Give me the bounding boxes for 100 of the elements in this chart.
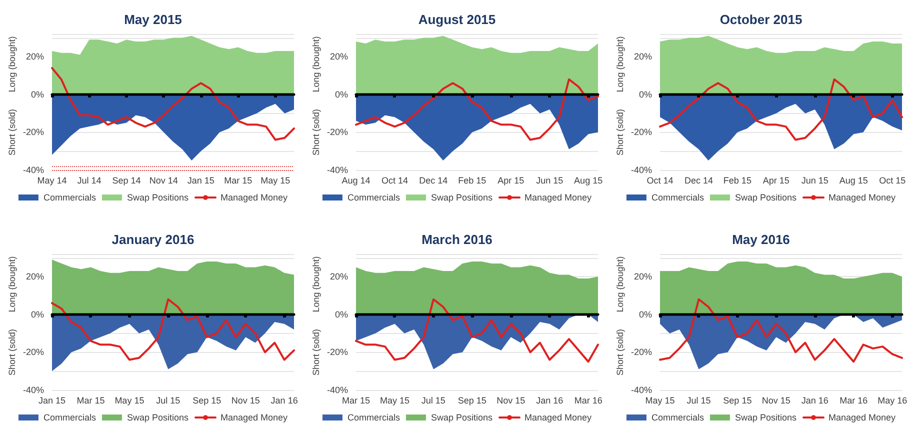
y-tick-label: -40% [22,385,44,395]
x-tick-label: Sep 15 [723,396,752,406]
chart-title: October 2015 [720,12,802,27]
y-axis-title: Long (bought) [7,36,17,92]
line-series [659,78,903,141]
text: Short (sold) [311,108,321,156]
y-axis-title: Long (bought) [311,36,321,92]
x-tick-label: May 15 [114,396,144,406]
x-tick-label: Dec 14 [684,176,713,186]
x-tick-label: Jun 15 [536,176,564,186]
legend-label: Swap Positions [734,412,797,422]
x-tick-label: Sep 15 [192,396,222,406]
x-tick-label: Nov 15 [762,396,790,406]
x-tick-label: Mar 15 [342,396,370,406]
y-tick-label: 0% [334,309,348,320]
x-tick-label: Aug 15 [574,176,603,186]
x-tick-label: Oct 14 [646,176,674,186]
x-tick-label: Jan 16 [801,396,828,406]
legend-label: Commercials [651,192,704,202]
x-tick-label: May 15 [645,396,675,406]
x-tick-label: Dec 14 [419,176,448,186]
y-tick-label: 0% [30,309,44,320]
y-tick-label: -20% [630,347,652,358]
y-tick-label: 20% [26,272,44,282]
text: Short (sold) [311,328,321,376]
text: Short (sold) [615,328,625,376]
legend-label: Managed Money [220,412,288,422]
x-tick-label: Jan 16 [536,396,564,406]
x-tick-label: Mar 16 [574,396,602,406]
y-tick-label: -20% [22,127,44,138]
x-tick-label: Jul 15 [686,396,711,406]
text: Short (sold) [615,108,625,156]
line-series [355,78,599,141]
chart-title: August 2015 [418,12,496,27]
y-tick-label: -20% [630,127,652,138]
y-tick-label: -20% [326,347,348,358]
y-tick-label: 20% [634,272,652,282]
legend-label: Swap Positions [734,192,797,202]
legend-label: Managed Money [524,192,592,202]
y-tick-label: -20% [22,347,44,358]
y-tick-label: 20% [634,52,652,62]
x-tick-label: Jul 15 [421,396,446,406]
y-tick-label: 0% [30,89,44,100]
y-tick-label: 0% [334,89,348,100]
legend-label: Swap Positions [430,412,493,422]
legend-label: Managed Money [220,192,288,202]
line-series [51,298,295,361]
line-series [51,67,295,141]
y-tick-label: 20% [330,52,348,62]
x-tick-label: Sep 15 [458,396,486,406]
legend-label: Commercials [43,412,96,422]
chart-title: March 2016 [422,232,492,247]
y-axis-title: Long (bought) [615,36,625,92]
legend-label: Managed Money [828,192,896,202]
x-tick-label: Apr 15 [762,176,790,186]
x-tick-label: Feb 15 [458,176,486,186]
x-tick-label: May 15 [260,176,290,186]
y-axis-title: Long (bought) [615,256,625,312]
legend-label: Swap Positions [126,192,189,202]
x-tick-label: Aug 15 [839,176,868,186]
line-series [355,298,599,363]
legend-label: Swap Positions [430,192,493,202]
y-tick-label: -40% [22,165,44,175]
x-tick-label: Jan 15 [187,176,214,186]
y-tick-label: -40% [630,165,652,175]
legend-label: Commercials [651,412,704,422]
y-axis-title: Long (bought) [7,256,17,312]
y-tick-label: 20% [330,272,348,282]
x-tick-label: Apr 15 [498,176,524,186]
line-series [659,298,903,363]
legend-label: Commercials [43,192,96,202]
x-tick-label: Mar 16 [840,396,868,406]
y-tick-label: -20% [326,127,348,138]
text: Short (sold) [7,108,17,156]
legend-label: Commercials [347,412,400,422]
x-tick-label: Jul 14 [77,176,102,186]
x-tick-label: Sep 14 [112,176,141,186]
x-tick-label: Oct 14 [381,176,408,186]
y-tick-label: 0% [638,309,652,320]
x-tick-label: Nov 15 [496,396,526,406]
x-tick-label: Jul 15 [156,396,180,406]
x-tick-label: Feb 15 [723,176,752,186]
x-tick-label: Jan 16 [270,396,298,406]
x-tick-label: Aug 14 [342,176,370,186]
y-tick-label: -40% [630,385,652,395]
legend-label: Managed Money [828,412,896,422]
chart-title: January 2016 [112,232,194,247]
x-tick-label: Jun 15 [801,176,828,186]
x-tick-label: Nov 15 [231,396,260,406]
x-tick-label: May 14 [37,176,67,186]
x-tick-label: May 16 [878,396,908,406]
legend-label: Commercials [347,192,400,202]
x-tick-label: Mar 15 [224,176,252,186]
legend-label: Swap Positions [126,412,189,422]
x-tick-label: Mar 15 [76,396,105,406]
y-tick-label: 0% [638,89,652,100]
y-axis-title: Long (bought) [311,256,321,312]
x-tick-label: Jan 15 [38,396,66,406]
text: Short (sold) [7,328,17,376]
x-tick-label: Oct 15 [879,176,906,186]
